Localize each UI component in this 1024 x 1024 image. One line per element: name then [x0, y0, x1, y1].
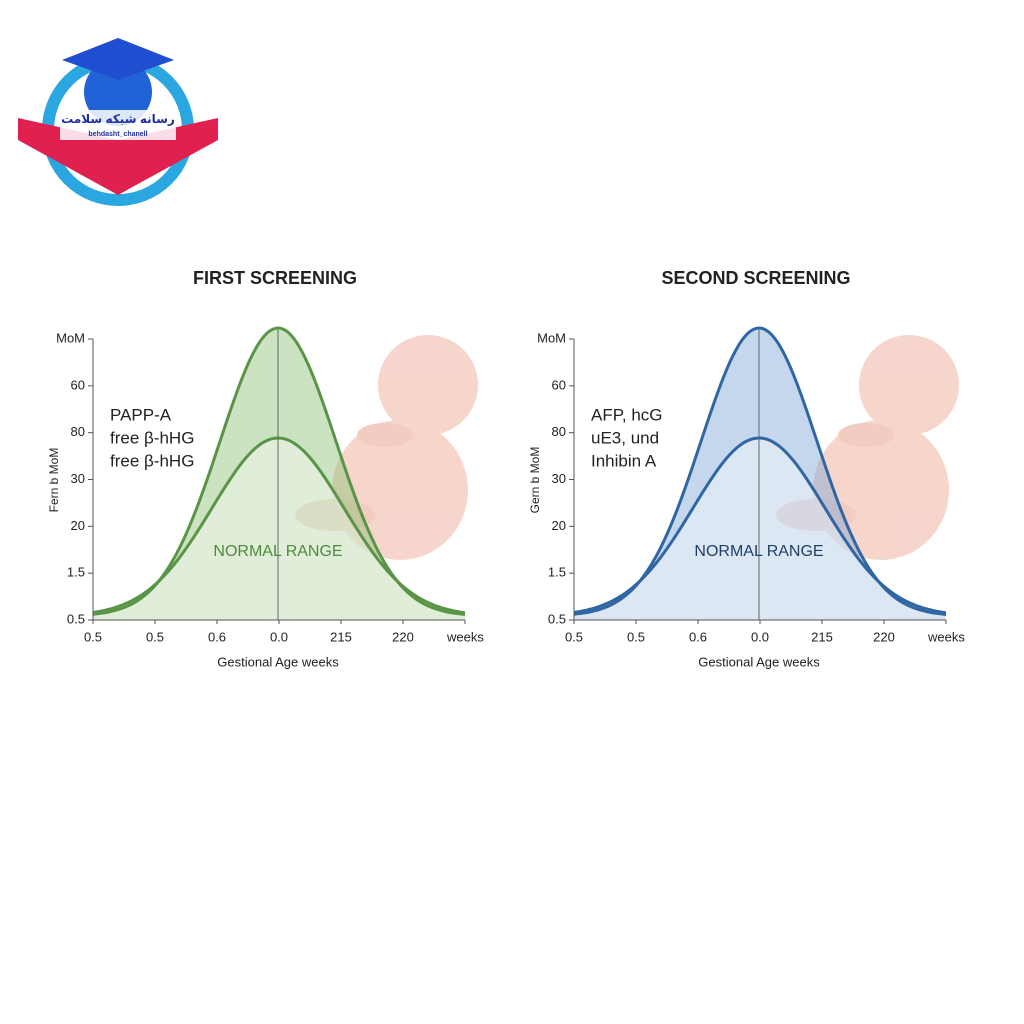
logo-label-bg	[60, 110, 176, 140]
fetus-head	[378, 335, 478, 435]
panel: SECOND SCREENING MoM 60 80 30 20 1.5 0.5 0.5 0.5 0…	[528, 268, 965, 670]
logo-title: رسانه شبکه سلامت	[61, 112, 175, 126]
fetus-leg	[295, 499, 375, 531]
x-tick-label: 0.5	[84, 629, 102, 644]
y-tick-label: 80	[552, 424, 566, 439]
x-tick-label: 215	[811, 629, 833, 644]
fetus-arm	[838, 423, 894, 447]
fetus-leg	[776, 499, 856, 531]
fetus-arm	[357, 423, 413, 447]
inner-curve	[92, 436, 466, 615]
logo-cap	[62, 38, 174, 80]
y-tick-label: 60	[552, 377, 566, 392]
x-axis-label: Gestional Age weeks	[217, 654, 339, 669]
inner-curve-area	[93, 438, 465, 620]
panel-title: FIRST SCREENING	[193, 268, 357, 288]
y-unit: MoM	[537, 330, 566, 345]
panel-title: SECOND SCREENING	[661, 268, 850, 288]
x-tick-label: 220	[873, 629, 895, 644]
y-tick-label: 1.5	[548, 565, 566, 580]
marker-label: free β-hHG	[110, 451, 194, 470]
marker-label: Inhibin A	[591, 451, 657, 470]
x-axis-label: Gestional Age weeks	[698, 654, 820, 669]
panel: FIRST SCREENING MoM 60 80 30 20 1.5 0.5 0.5 0.5 0.…	[47, 268, 484, 670]
inner-curve-area	[574, 438, 946, 620]
y-tick-label: 20	[71, 518, 85, 533]
marker-label: uE3, und	[591, 428, 659, 447]
marker-label: free β-hHG	[110, 428, 194, 447]
y-tick-label: 60	[71, 377, 85, 392]
x-tick-label: 0.6	[689, 629, 707, 644]
x-tick-label: 0.5	[146, 629, 164, 644]
band-label: NORMAL RANGE	[694, 543, 823, 560]
y-tick-label: 20	[552, 518, 566, 533]
x-tick-label: weeks	[446, 629, 484, 644]
x-tick-label: 0.0	[270, 629, 288, 644]
y-tick-label: 0.5	[67, 611, 85, 626]
band-label: NORMAL RANGE	[213, 543, 342, 560]
logo-subtitle: behdasht_chanell	[88, 131, 147, 138]
y-tick-label: 30	[552, 471, 566, 486]
x-tick-label: 0.0	[751, 629, 769, 644]
y-tick-label: 80	[71, 424, 85, 439]
logo-head	[84, 58, 152, 126]
y-axis-label: Fern b MoM	[47, 448, 61, 513]
y-unit: MoM	[56, 330, 85, 345]
x-tick-label: 220	[392, 629, 414, 644]
inner-curve	[573, 436, 947, 615]
x-tick-label: 0.5	[627, 629, 645, 644]
marker-label: AFP, hcG	[591, 405, 663, 424]
marker-label: PAPP-A	[110, 405, 172, 424]
y-tick-label: 30	[71, 471, 85, 486]
x-tick-label: weeks	[927, 629, 965, 644]
y-axis-label: Gern b MoM	[528, 447, 542, 514]
y-tick-label: 0.5	[548, 611, 566, 626]
x-tick-label: 215	[330, 629, 352, 644]
y-tick-label: 1.5	[67, 565, 85, 580]
x-tick-label: 0.5	[565, 629, 583, 644]
logo: رسانه شبکه سلامت behdasht_chanell	[18, 38, 218, 206]
fetus-head	[859, 335, 959, 435]
x-tick-label: 0.6	[208, 629, 226, 644]
